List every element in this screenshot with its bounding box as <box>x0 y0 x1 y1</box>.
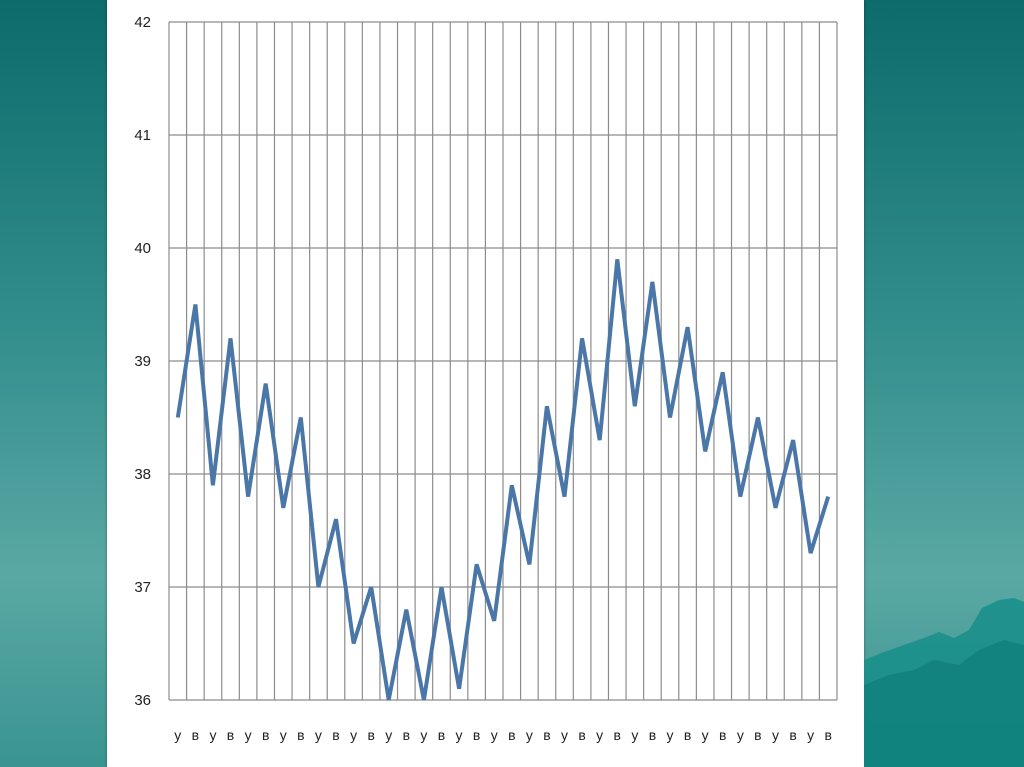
y-tick-label: 41 <box>134 127 151 144</box>
x-tick-label: в <box>649 727 656 743</box>
x-tick-label: в <box>684 727 691 743</box>
y-axis-ticks: 36 37 38 39 40 41 42 <box>134 14 151 709</box>
y-tick-label: 38 <box>134 466 151 483</box>
x-tick-label: в <box>403 727 410 743</box>
x-tick-label: в <box>438 727 445 743</box>
x-tick-label: в <box>824 727 831 743</box>
x-tick-label: у <box>667 727 674 743</box>
x-tick-label: у <box>807 727 814 743</box>
x-tick-label: в <box>367 727 374 743</box>
x-tick-label: у <box>420 727 427 743</box>
x-tick-label: в <box>262 727 269 743</box>
x-tick-label: в <box>789 727 796 743</box>
x-tick-label: в <box>754 727 761 743</box>
x-tick-label: в <box>508 727 515 743</box>
x-tick-label: у <box>280 727 287 743</box>
x-tick-label: у <box>561 727 568 743</box>
x-tick-label: у <box>174 727 181 743</box>
x-tick-label: в <box>332 727 339 743</box>
mountain-decoration <box>864 598 1024 767</box>
y-tick-label: 36 <box>134 692 151 709</box>
x-tick-label: у <box>209 727 216 743</box>
x-tick-label: у <box>456 727 463 743</box>
x-tick-label: у <box>491 727 498 743</box>
series-layer <box>175 259 831 701</box>
x-tick-label: у <box>772 727 779 743</box>
series-line-0 <box>175 259 831 701</box>
grid-lines <box>168 21 838 701</box>
x-tick-label: в <box>543 727 550 743</box>
x-tick-label: в <box>297 727 304 743</box>
x-tick-label: у <box>245 727 252 743</box>
x-tick-label: у <box>702 727 709 743</box>
x-tick-label: у <box>631 727 638 743</box>
x-tick-label: у <box>737 727 744 743</box>
x-tick-label: у <box>596 727 603 743</box>
x-tick-label: в <box>192 727 199 743</box>
x-tick-label: у <box>315 727 322 743</box>
x-tick-label: у <box>385 727 392 743</box>
x-tick-label: в <box>578 727 585 743</box>
y-tick-label: 37 <box>134 579 151 596</box>
y-tick-label: 39 <box>134 353 151 370</box>
y-tick-label: 40 <box>134 240 151 257</box>
x-tick-label: в <box>614 727 621 743</box>
x-tick-label: у <box>526 727 533 743</box>
y-tick-label: 42 <box>134 14 151 31</box>
x-tick-label: в <box>227 727 234 743</box>
x-tick-label: у <box>350 727 357 743</box>
x-tick-label: в <box>473 727 480 743</box>
x-tick-label: в <box>719 727 726 743</box>
